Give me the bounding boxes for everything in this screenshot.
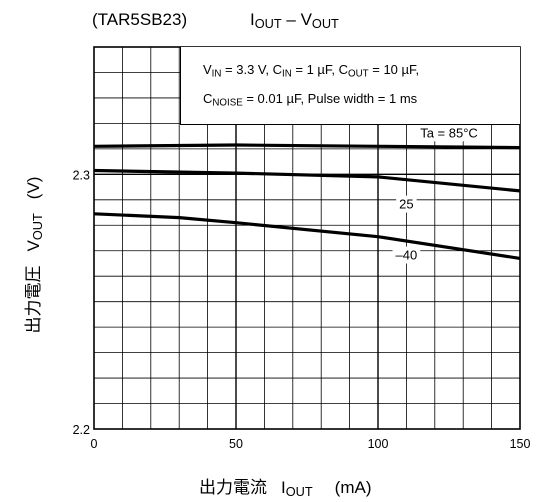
vin-value: = 3.3 V, C: [221, 62, 283, 77]
cnoise-rest: = 0.01 µF, Pulse width = 1 ms: [242, 91, 418, 107]
series-label-1: Ta = 85°C: [420, 125, 478, 140]
device-name: (TAR5SB23): [92, 10, 188, 29]
series-label-bg-1: [417, 124, 481, 142]
vin-symbol: V: [203, 62, 212, 77]
x-tick-label: 150: [510, 437, 531, 451]
title-quantity-sub: OUT: [254, 16, 282, 32]
series-line-3: [93, 212, 521, 260]
cin-sub: IN: [282, 68, 292, 80]
title-vs: V: [300, 10, 312, 29]
series-label-bg-3: [392, 246, 421, 264]
x-tick-label: 0: [91, 437, 98, 451]
cin-value: = 1 µF, C: [291, 62, 349, 77]
vin-sub: IN: [211, 68, 222, 80]
conditions-box: VIN = 3.3 V, CIN = 1 µF, COUT = 10 µF, C…: [180, 47, 520, 125]
cout-sub: OUT: [348, 68, 369, 80]
xlabel-jp: 出力電流: [199, 478, 267, 497]
series-label-2: 25: [399, 197, 413, 212]
y-tick-label: 2.2: [73, 423, 90, 437]
chart-device-title: (TAR5SB23): [92, 10, 187, 30]
title-separator: –: [281, 10, 301, 29]
ylabel-jp: 出力電圧: [23, 265, 43, 334]
xlabel-unit: (mA): [334, 478, 372, 497]
series-label-bg-2: [396, 195, 417, 213]
y-tick-label: 2.3: [73, 168, 90, 182]
xlabel-sub: OUT: [285, 484, 313, 500]
conditions-line-1: VIN = 3.3 V, CIN = 1 µF, COUT = 10 µF,: [203, 57, 520, 86]
ylabel-sym: V: [23, 240, 43, 252]
x-tick-label: 50: [229, 437, 243, 451]
y-axis-label: 出力電圧 VOUT (V): [19, 177, 45, 334]
series-label-3: –40: [396, 248, 418, 263]
cnoise-symbol: C: [203, 91, 213, 107]
series-line-1: [93, 143, 521, 150]
x-axis-label: 出力電流 IOUT (mA): [199, 473, 371, 499]
title-quantity: I: [250, 10, 255, 29]
title-vs-sub: OUT: [311, 16, 339, 32]
cnoise-sub: NOISE: [212, 97, 243, 109]
ylabel-unit: (V): [23, 176, 43, 200]
xlabel-sym: I: [281, 478, 286, 497]
ylabel-sub: OUT: [30, 213, 46, 241]
series-line-2: [93, 168, 521, 193]
conditions-line-2: CNOISE = 0.01 µF, Pulse width = 1 ms: [203, 86, 520, 115]
cout-value: = 10 µF,: [368, 62, 420, 77]
chart-title: IOUT – VOUT: [250, 10, 339, 31]
x-tick-label: 100: [368, 437, 389, 451]
